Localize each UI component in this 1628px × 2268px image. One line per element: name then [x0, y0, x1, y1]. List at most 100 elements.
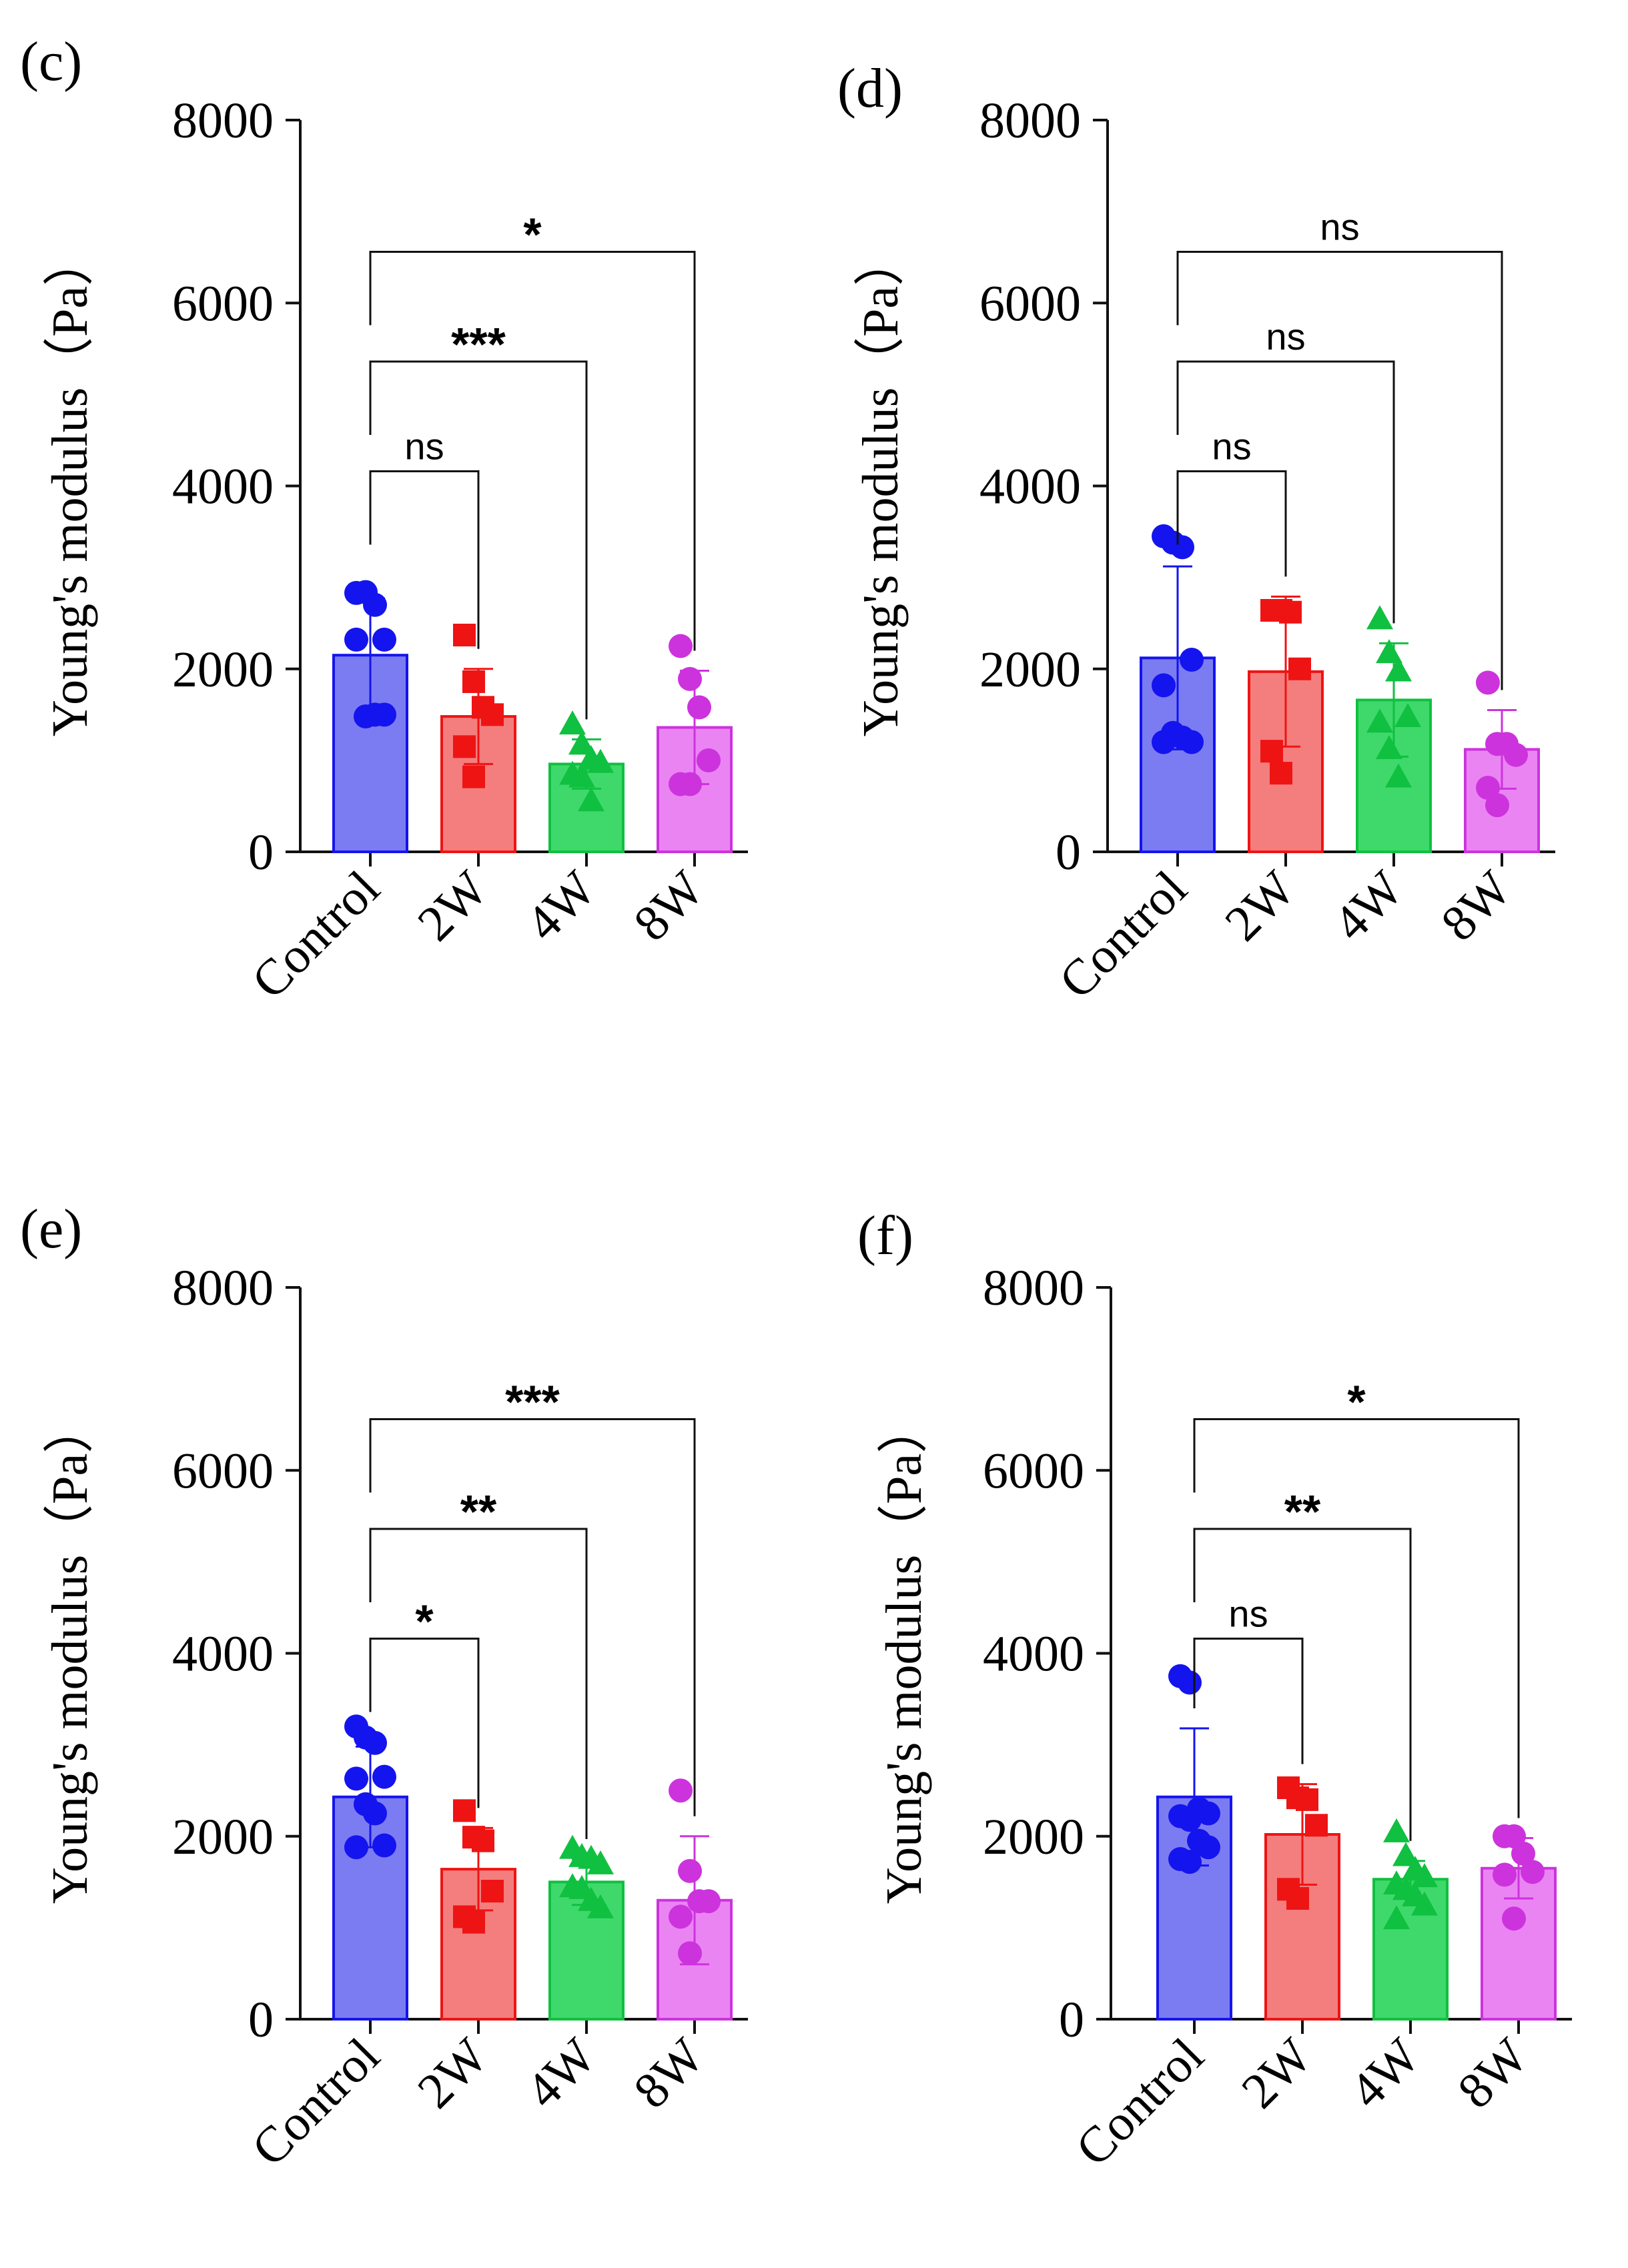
significance-label: *** [505, 1375, 560, 1428]
significance-bracket [369, 360, 588, 720]
significance-label: * [415, 1596, 434, 1648]
significance-bracket [369, 470, 480, 649]
data-point-4w [587, 1894, 614, 1918]
significance-label: ns [1266, 316, 1305, 358]
data-point-4w [578, 787, 604, 812]
x-tick-label: Control [241, 861, 390, 1010]
significance-bracket [1176, 360, 1395, 624]
data-point-8w [1504, 742, 1528, 767]
significance-bracket [369, 1418, 696, 1816]
y-tick-label: 0 [248, 824, 274, 881]
data-point-control [1152, 730, 1176, 754]
data-point-2w [1305, 1814, 1328, 1837]
significance-bracket [369, 1638, 480, 1808]
data-point-2w [1270, 762, 1292, 785]
data-point-2w [481, 1880, 504, 1903]
x-tick-label: 4W [1339, 2027, 1431, 2119]
x-tick-label: 2W [407, 860, 498, 951]
panel-label: (f) [857, 1205, 913, 1267]
data-point-control [1180, 648, 1204, 672]
significance-bracket [1193, 1528, 1412, 1841]
data-point-4w [1376, 735, 1402, 760]
data-point-8w [669, 634, 693, 658]
x-tick-label: 2W [407, 2027, 498, 2119]
x-tick-label: 4W [515, 860, 606, 951]
data-point-8w [1521, 1860, 1545, 1884]
data-point-control [1196, 1801, 1220, 1826]
data-point-control [1196, 1835, 1220, 1860]
bar-4w [548, 1880, 625, 2021]
data-point-control [372, 1833, 396, 1858]
data-point-2w [1260, 740, 1283, 763]
y-tick-label: 0 [1056, 824, 1081, 881]
significance-label: ns [1320, 205, 1359, 247]
significance-label: * [1347, 1375, 1366, 1428]
data-point-control [372, 702, 396, 727]
x-tick-label: Control [1065, 2028, 1214, 2177]
data-point-8w [1476, 670, 1500, 695]
data-point-8w [1502, 1906, 1526, 1931]
data-point-4w [1385, 763, 1412, 788]
data-point-control [1178, 1670, 1202, 1695]
chart-panel-2: (e) Young's modulus（Pa） 0 2000 4000 6000 8000 C… [20, 1198, 748, 2177]
data-point-4w [1394, 703, 1421, 728]
data-point-2w [1296, 1788, 1318, 1811]
significance-label: *** [451, 318, 506, 370]
y-tick-label: 8000 [172, 1260, 274, 1316]
x-tick-label: 4W [515, 2027, 606, 2119]
data-point-2w [462, 765, 485, 788]
y-axis-title: Young's modulus（Pa） [853, 235, 909, 736]
data-point-4w [1392, 1842, 1419, 1866]
y-tick-label: 4000 [172, 1626, 274, 1682]
y-tick-label: 2000 [983, 1809, 1084, 1865]
data-point-control [1170, 535, 1194, 560]
significance-label: ns [1212, 426, 1251, 468]
data-point-8w [678, 1858, 702, 1883]
significance-label: ns [404, 426, 444, 468]
y-tick-label: 4000 [983, 1626, 1084, 1682]
data-point-4w [1411, 1863, 1438, 1888]
significance-label: ** [1284, 1486, 1321, 1538]
y-tick-label: 0 [1059, 1992, 1084, 2048]
data-point-4w [1385, 657, 1412, 682]
data-point-4w [1376, 639, 1402, 664]
chart-panel-0: (c) Young's modulus（Pa） 0 2000 4000 6000 8000 C… [20, 31, 748, 1009]
panel-label: (c) [20, 31, 82, 93]
data-point-4w [1366, 708, 1393, 733]
data-point-2w [453, 1799, 476, 1822]
x-tick-label: 8W [623, 860, 715, 951]
panel-label: (d) [837, 57, 903, 119]
data-point-2w [453, 735, 476, 758]
significance-label: ** [460, 1486, 497, 1538]
data-point-4w [1383, 1905, 1410, 1930]
data-point-control [1152, 673, 1176, 698]
data-point-8w [1485, 793, 1509, 818]
significance-bracket [369, 250, 696, 651]
significance-bracket [1176, 250, 1503, 690]
significance-bracket [369, 1528, 588, 1840]
data-point-4w [559, 710, 586, 735]
data-point-4w [1366, 605, 1393, 630]
data-point-control [1180, 730, 1204, 754]
data-point-control [1178, 1808, 1202, 1832]
y-tick-label: 4000 [979, 459, 1081, 515]
data-point-2w [472, 1829, 494, 1852]
x-tick-label: Control [241, 2028, 390, 2177]
y-tick-label: 8000 [983, 1260, 1084, 1316]
significance-bracket [1193, 1418, 1520, 1818]
data-point-control [372, 627, 396, 652]
data-point-8w [678, 772, 702, 796]
x-tick-label: 2W [1214, 860, 1306, 951]
chart-panel-3: (f) Young's modulus（Pa） 0 2000 4000 6000 8000 C… [857, 1205, 1572, 2177]
data-point-control [372, 1764, 396, 1789]
x-tick-label: Control [1048, 861, 1198, 1010]
data-point-4w [1411, 1891, 1438, 1916]
data-point-2w [481, 703, 504, 726]
data-point-4w [1383, 1818, 1410, 1842]
data-point-8w [669, 1778, 693, 1803]
data-point-2w [1279, 600, 1302, 624]
data-point-8w [669, 1904, 693, 1929]
significance-bracket [1176, 470, 1287, 577]
data-point-4w [587, 748, 614, 773]
